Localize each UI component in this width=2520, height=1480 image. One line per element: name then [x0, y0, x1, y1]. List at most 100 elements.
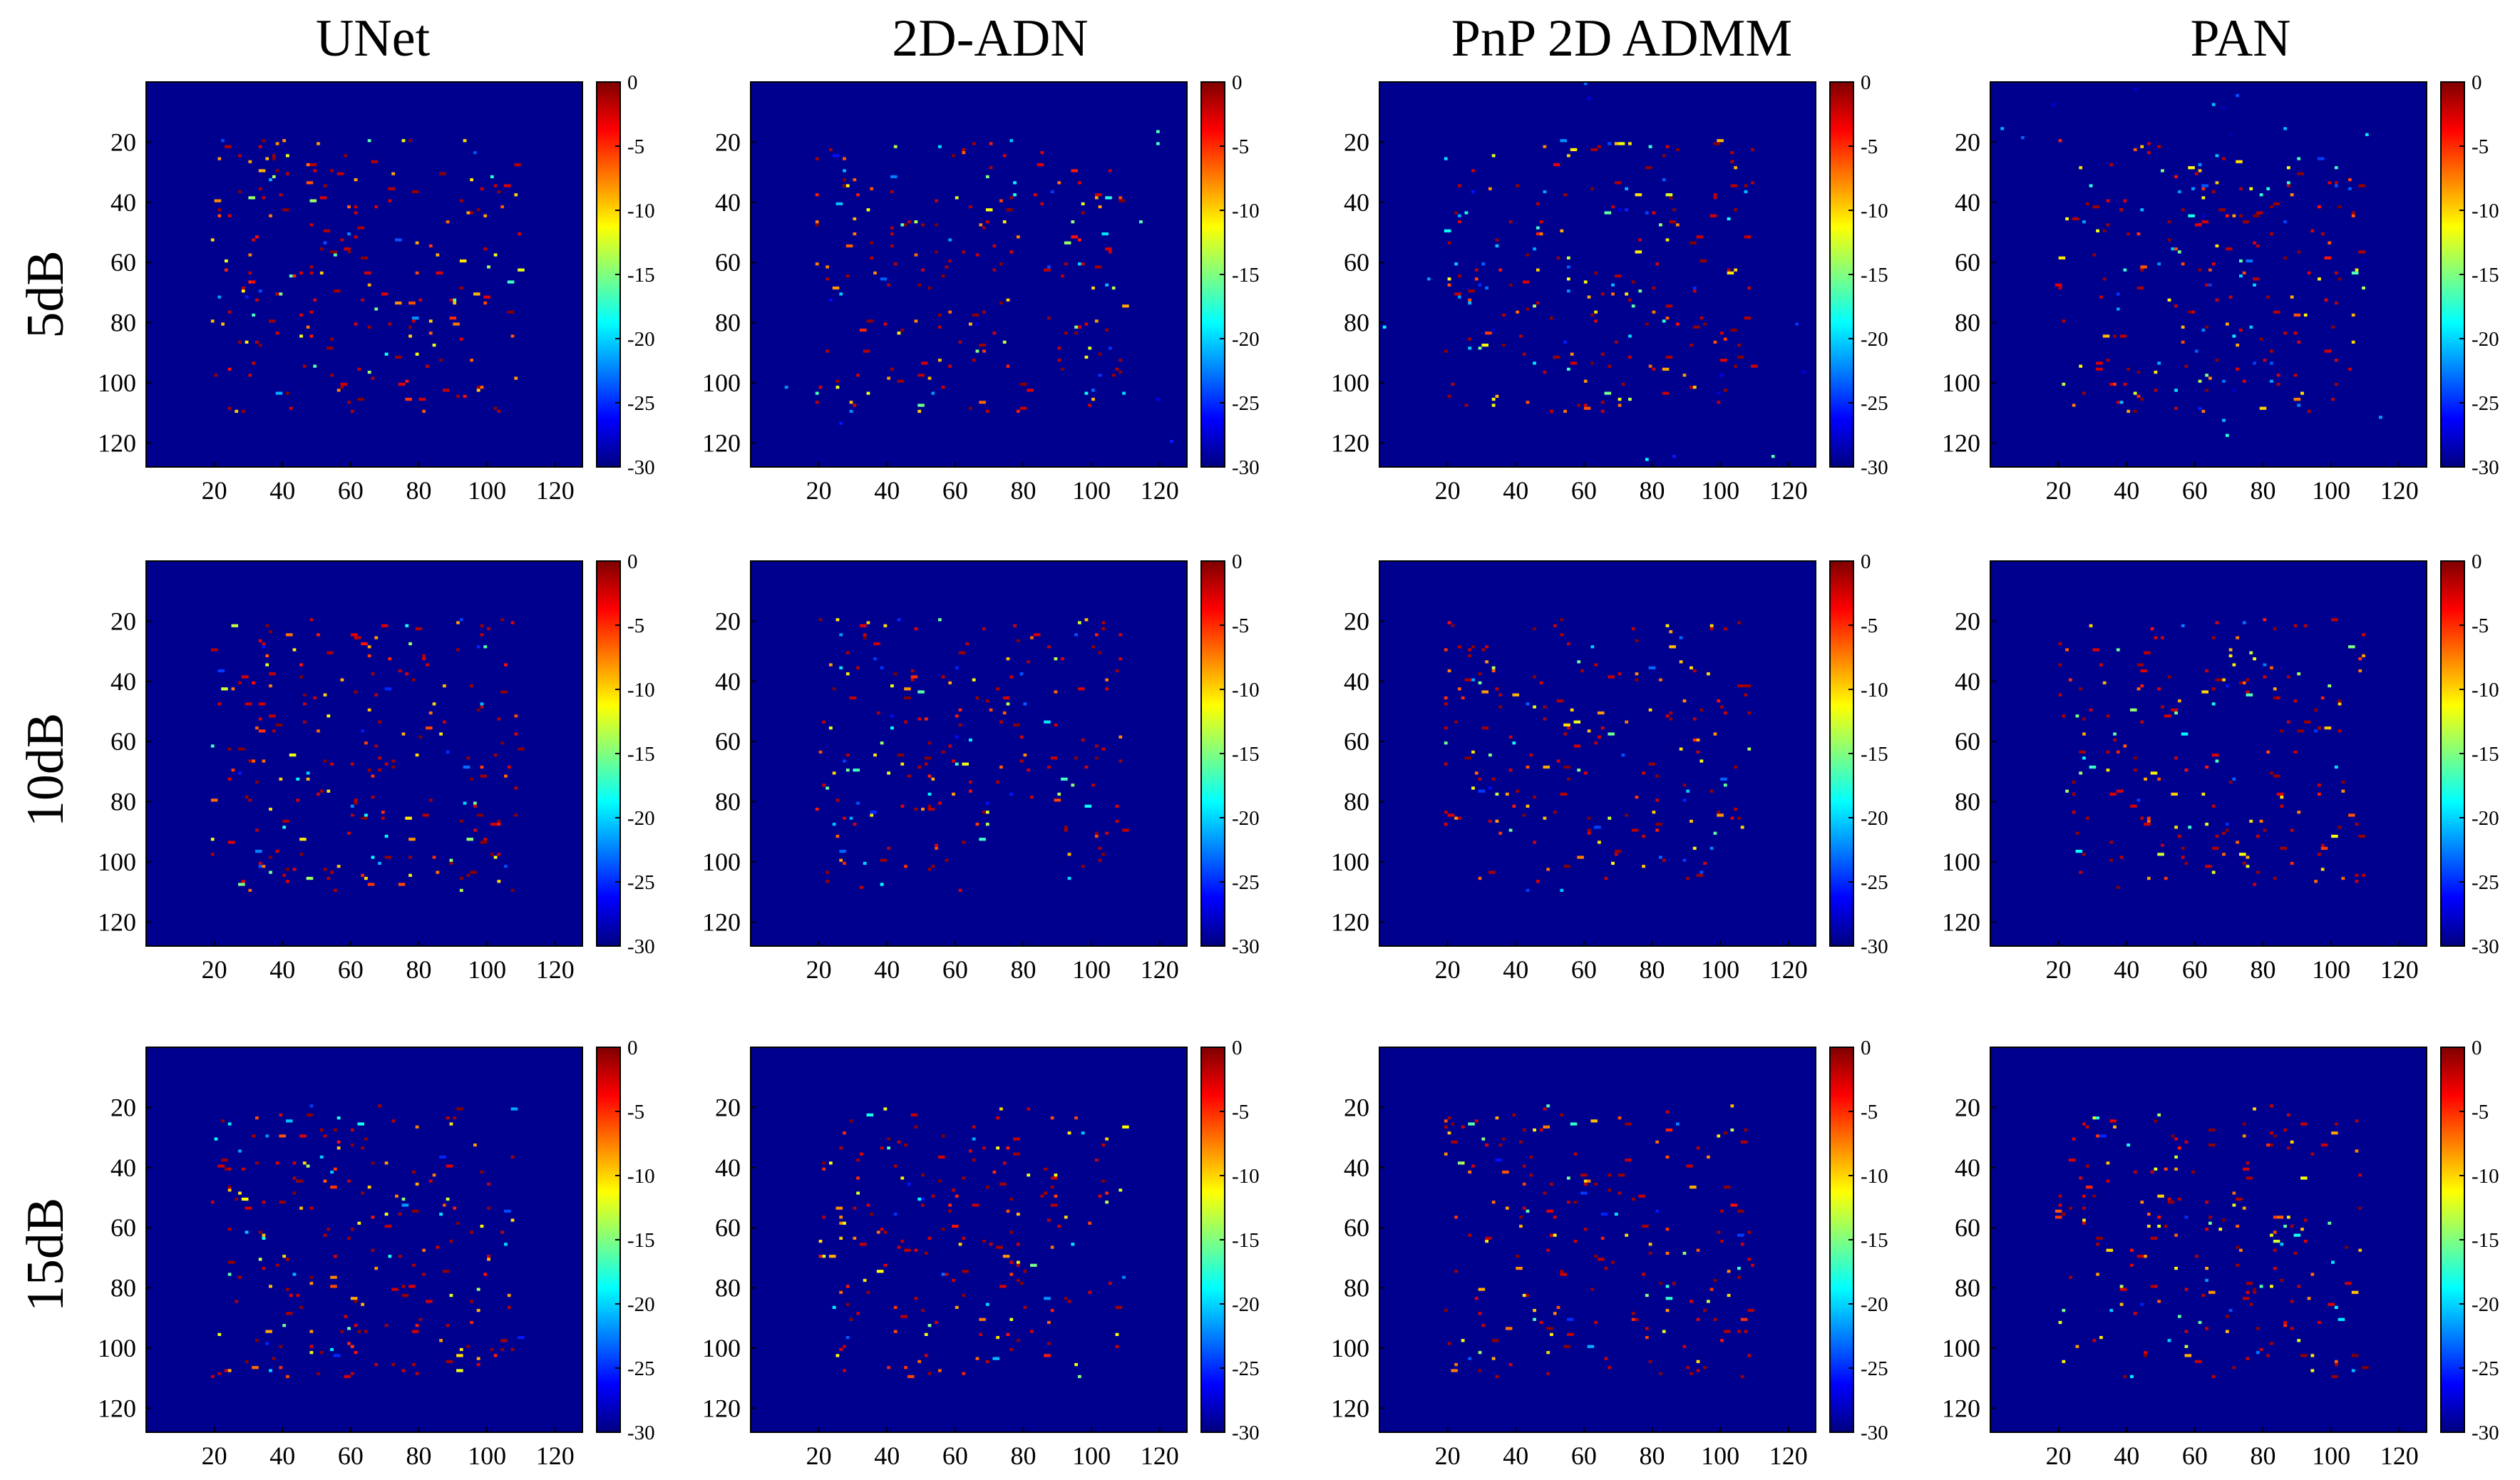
panel-10db-pan-point [2136, 663, 2144, 667]
panel-5db-unet-point [518, 268, 525, 272]
panel-10db-unet-point [217, 702, 222, 706]
panel-5db-pan-point [2215, 298, 2219, 302]
panel-5db-unet-point [449, 317, 457, 320]
panel-5db-unet-point [269, 214, 272, 217]
panel-5db-2d-adn-point [870, 256, 874, 259]
panel-5db-pan-point [2092, 205, 2099, 209]
panel-10db-pan-point [2225, 828, 2229, 832]
panel-5db-pan-point [2256, 211, 2263, 215]
panel-15db-pnp-2d-admm-frame [1379, 1047, 1816, 1433]
panel-10db-2d-adn-point [880, 741, 884, 745]
panel-5db-unet-point [258, 145, 262, 148]
panel-15db-pan-point [2286, 1216, 2290, 1219]
panel-10db-pnp-2d-admm-point [1587, 816, 1591, 820]
panel-5db-pnp-2d-admm-point [1699, 259, 1707, 263]
panel-15db-2d-adn-point [893, 1330, 898, 1333]
panel-10db-2d-adn-point [853, 823, 857, 826]
panel-10db-pnp-2d-admm-point [1608, 675, 1615, 679]
panel-15db-pan-point [2130, 1263, 2134, 1267]
panel-5db-2d-adn-point [853, 217, 857, 221]
panel-15db-unet-point [286, 1119, 293, 1123]
panel-10db-unet-point [354, 798, 358, 802]
panel-10db-pnp-2d-admm-point [1744, 684, 1752, 688]
panel-5db-pnp-2d-admm-point [1464, 404, 1469, 407]
panel-10db-pnp-2d-admm-point [1563, 723, 1570, 727]
panel-5db-2d-adn-point [948, 364, 952, 368]
panel-15db-pan-point [2194, 1360, 2202, 1363]
panel-15db-unet-point [459, 1347, 463, 1352]
panel-5db-2d-adn-point [849, 401, 853, 404]
panel-15db-unet-point [319, 1351, 324, 1355]
panel-5db-pnp-2d-admm-point [1577, 404, 1581, 407]
panel-5db-pnp-2d-admm-point [1566, 367, 1570, 371]
panel-15db-pnp-2d-admm-point [1471, 1164, 1475, 1168]
panel-15db-2d-adn-point [1009, 1197, 1014, 1201]
panel-15db-2d-adn-point [917, 1360, 922, 1363]
panel-5db-pan-point [2079, 166, 2083, 170]
panel-5db-pan-point [2318, 277, 2321, 281]
panel-5db-pan-point [2215, 154, 2219, 158]
panel-15db-pan-point [2362, 1366, 2369, 1369]
panel-15db-unet-point [428, 1179, 433, 1183]
panel-15db-pan-point [2300, 1228, 2304, 1231]
panel-15db-2d-adn-point [996, 1336, 1000, 1340]
panel-10db-pan-point [2362, 873, 2365, 877]
panel-5db-pan-y-tick-label: 120 [1942, 428, 1980, 457]
panel-5db-2d-adn-point [1122, 304, 1129, 308]
panel-10db-unet-point [323, 868, 327, 871]
panel-15db-pan-point [2106, 1248, 2114, 1252]
panel-10db-pan-point [2211, 846, 2219, 850]
panel-5db-pnp-2d-admm-point [1570, 361, 1578, 365]
panel-10db-2d-adn-point [1009, 792, 1014, 796]
panel-5db-pnp-2d-admm-point [1600, 401, 1605, 404]
panel-5db-unet-point [354, 235, 358, 239]
panel-15db-pan-point [2072, 1137, 2076, 1141]
panel-5db-2d-adn-point [1078, 238, 1081, 242]
panel-10db-2d-adn-point [897, 754, 905, 757]
panel-5db-pan-point [2140, 397, 2144, 401]
panel-15db-2d-adn-point [1074, 1116, 1078, 1120]
panel-15db-2d-adn-point [1013, 1152, 1020, 1156]
panel-15db-pan-point [2123, 1374, 2127, 1379]
panel-5db-pan-noise-point [2362, 259, 2365, 263]
panel-15db-pan-point [2293, 1233, 2301, 1237]
panel-10db-unet-point [449, 861, 453, 865]
panel-5db-2d-adn-point [815, 157, 819, 160]
panel-10db-2d-adn-point [832, 687, 836, 691]
panel-10db-pnp-2d-admm-point [1573, 744, 1581, 748]
panel-10db-unet-y-tick-label: 40 [110, 667, 136, 696]
panel-15db-pnp-2d-admm-point [1451, 1122, 1455, 1126]
panel-5db-pnp-2d-admm-point [1553, 163, 1560, 167]
panel-10db-pan-point [2130, 708, 2137, 711]
panel-15db-2d-adn-colorbar-tick-label: -25 [1232, 1357, 1260, 1380]
panel-10db-pan-point [2324, 726, 2332, 730]
panel-5db-pan-point [2300, 391, 2304, 395]
panel-15db-2d-adn-point [822, 1216, 826, 1219]
panel-15db-pnp-2d-admm-point [1608, 1173, 1612, 1177]
panel-15db-pnp-2d-admm-point [1478, 1369, 1482, 1372]
panel-15db-pan-point [2338, 1317, 2345, 1321]
panel-10db-unet-point [480, 705, 484, 709]
panel-5db-pnp-2d-admm-noise-point [1478, 283, 1482, 287]
panel-5db-pan-point [2201, 196, 2206, 200]
panel-5db-unet-point [428, 244, 433, 248]
panel-5db-2d-adn-noise-point [1084, 391, 1089, 395]
panel-10db-2d-adn-point [910, 675, 918, 679]
panel-10db-pnp-2d-admm-point [1655, 823, 1662, 826]
panel-15db-unet-point [395, 1194, 398, 1198]
panel-5db-pan-point [2215, 359, 2219, 362]
panel-15db-unet-point [432, 1173, 436, 1177]
panel-10db-2d-adn-point [856, 801, 860, 805]
panel-5db-pan-point [2283, 332, 2287, 335]
panel-10db-2d-adn-point [1061, 777, 1068, 781]
panel-15db-pan-point [2303, 1218, 2308, 1222]
panel-5db-pnp-2d-admm-point [1600, 409, 1605, 413]
panel-10db-pnp-2d-admm-point [1478, 777, 1482, 781]
panel-15db-pnp-2d-admm-point [1553, 1312, 1557, 1315]
panel-15db-pnp-2d-admm-point [1526, 1209, 1530, 1213]
panel-5db-pnp-2d-admm-point [1491, 154, 1496, 158]
panel-10db-unet-y-tick-label: 60 [110, 727, 136, 756]
panel-5db-pan-noise-point [2348, 187, 2352, 190]
panel-5db-pnp-2d-admm-point [1730, 151, 1734, 155]
panel-10db-2d-adn-x-tick-label: 60 [942, 955, 968, 984]
